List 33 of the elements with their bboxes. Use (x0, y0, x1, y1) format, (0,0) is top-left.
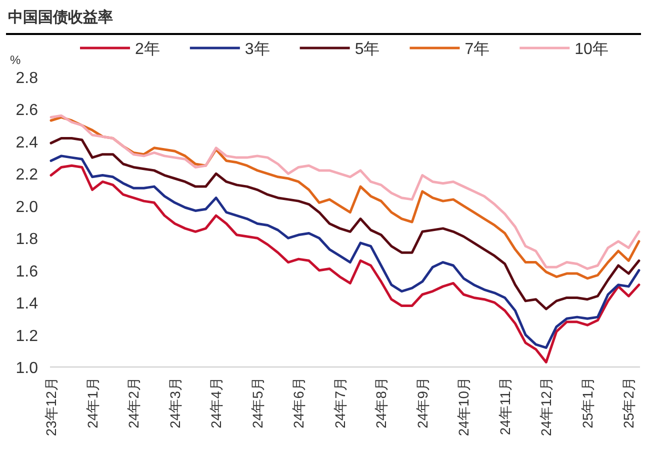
chart-title: 中国国债收益率 (8, 8, 113, 26)
x-tick-label: 24年2月 (126, 377, 142, 428)
y-tick-label: 2.2 (16, 166, 38, 184)
y-tick-label: 2.6 (16, 102, 38, 120)
y-tick-label: 1.0 (16, 360, 38, 377)
y-tick-label: 1.2 (16, 328, 38, 345)
x-tick-label: 24年1月 (84, 377, 100, 428)
x-tick-label: 25年2月 (620, 377, 637, 428)
x-tick-label: 24年8月 (373, 377, 390, 428)
y-tick-label: 2.8 (16, 70, 38, 87)
x-tick-label: 24年5月 (249, 377, 266, 428)
legend-label: 3年 (244, 41, 270, 58)
y-axis-title: % (10, 53, 21, 67)
y-tick-label: 2.4 (16, 134, 38, 152)
y-tick-label: 1.8 (16, 231, 38, 248)
line-series (50, 136, 640, 310)
legend-label: 7年 (464, 41, 490, 58)
x-tick-label: 24年3月 (166, 377, 183, 428)
x-tick-label: 24年4月 (208, 377, 224, 428)
x-tick-label: 24年6月 (290, 377, 307, 428)
x-tick-label: 25年1月 (579, 377, 596, 428)
x-tick-label: 24年10月 (456, 377, 472, 436)
x-tick-label: 24年7月 (332, 377, 348, 428)
legend-label: 2年 (135, 41, 160, 58)
y-tick-label: 1.6 (16, 263, 38, 280)
x-tick-label: 24年11月 (496, 377, 513, 436)
x-tick-label: 24年9月 (414, 377, 430, 428)
y-tick-label: 2.0 (16, 198, 38, 216)
y-tick-label: 1.4 (16, 296, 38, 313)
legend-label: 10年 (574, 41, 608, 58)
x-tick-label: 23年12月 (43, 377, 60, 436)
x-tick-label: 24年12月 (538, 377, 554, 436)
legend-label: 5年 (354, 41, 380, 58)
